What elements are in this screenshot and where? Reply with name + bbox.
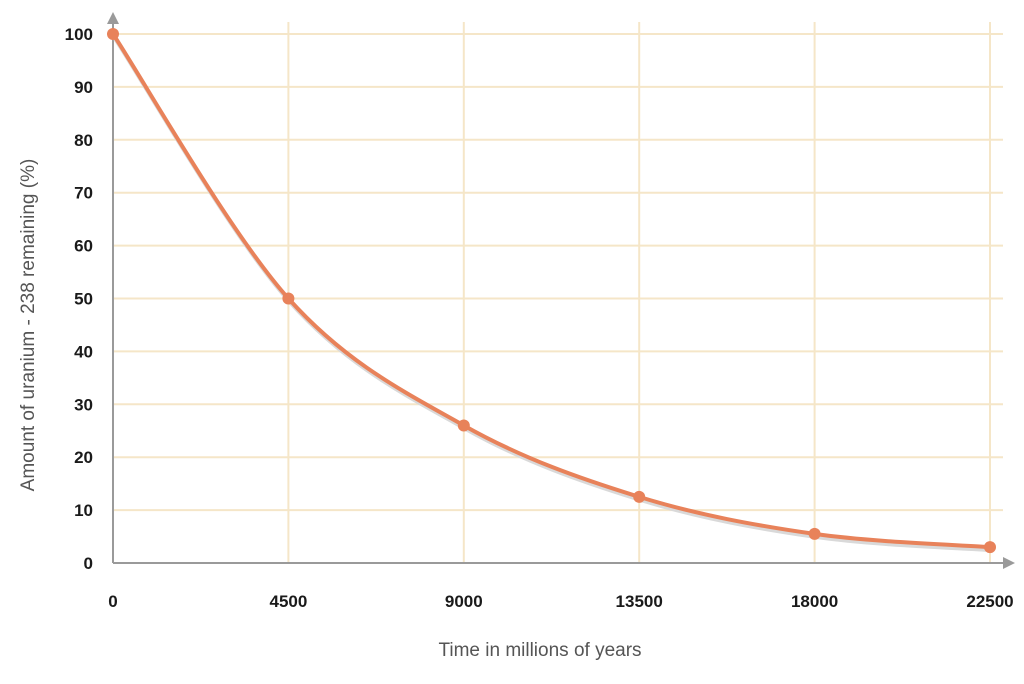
x-tick-label: 13500 — [616, 592, 663, 611]
y-axis-arrow — [107, 12, 119, 24]
grid — [113, 22, 1003, 563]
y-tick-label: 40 — [74, 342, 93, 361]
y-axis-title: Amount of uranium - 238 remaining (%) — [18, 159, 39, 492]
data-point — [107, 28, 119, 40]
y-tick-label: 80 — [74, 131, 93, 150]
x-tick-label: 18000 — [791, 592, 838, 611]
data-point — [282, 292, 295, 305]
series-line-shadow — [112, 35, 992, 553]
series-line — [111, 32, 992, 550]
data-point — [808, 527, 821, 540]
y-tick-label: 90 — [74, 78, 93, 97]
x-tick-label: 9000 — [445, 592, 483, 611]
x-tick-label: 22500 — [966, 592, 1013, 611]
y-tick-label: 60 — [74, 237, 93, 256]
y-tick-label: 70 — [74, 184, 93, 203]
y-tick-label: 10 — [74, 501, 93, 520]
data-point — [633, 490, 646, 503]
y-tick-label: 30 — [74, 395, 93, 414]
x-axis-arrow — [1003, 557, 1015, 569]
x-tick-label: 0 — [108, 592, 117, 611]
y-tick-label: 50 — [74, 290, 93, 309]
tick-labels: 0 10 20 30 40 50 60 70 80 90 100 0 4500 9000 13500 1800… — [65, 25, 1014, 611]
y-tick-label: 20 — [74, 448, 93, 467]
data-point — [984, 541, 996, 554]
data-point — [457, 419, 470, 432]
x-tick-label: 4500 — [269, 592, 307, 611]
y-tick-label: 0 — [84, 554, 93, 573]
axes — [107, 12, 1015, 569]
data-series — [107, 28, 996, 554]
x-axis-title: Time in millions of years — [438, 640, 641, 661]
y-tick-label: 100 — [65, 25, 93, 44]
